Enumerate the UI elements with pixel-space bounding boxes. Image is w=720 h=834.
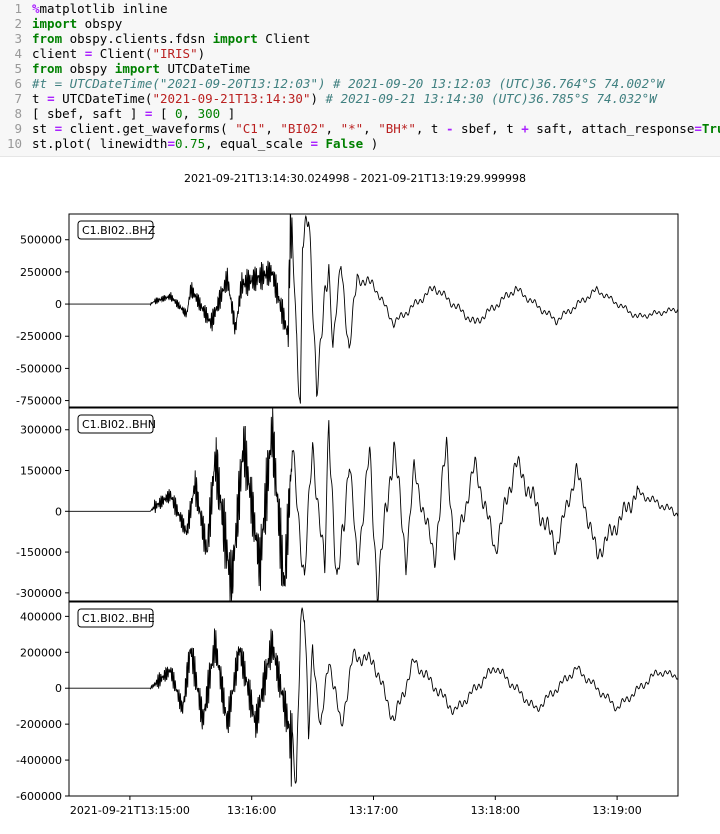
code-line-8: 8[ sbef, saft ] = [ 0, 300 ] <box>0 106 235 121</box>
panel-frame <box>68 213 679 408</box>
trace-label-box <box>77 220 154 240</box>
y-tick-label: 0 <box>55 298 62 311</box>
y-tick-label: -200000 <box>16 718 62 731</box>
plot-title: 2021-09-21T13:14:30.024998 - 2021-09-21T… <box>183 172 527 185</box>
line-number: 10 <box>6 136 22 151</box>
code-line-10: 10 st.plot( linewidth=0.75, equal_scale =… <box>0 136 378 151</box>
trace-label-box <box>77 608 154 628</box>
y-tick-label: 0 <box>55 682 62 695</box>
y-tick-label: 200000 <box>20 646 62 659</box>
line-number: 8 <box>14 106 22 121</box>
line-number: 3 <box>14 31 22 46</box>
y-tick-label: 150000 <box>20 465 62 478</box>
trace-label: C1.BI02..BHE <box>82 612 155 625</box>
x-tick-label: 13:18:00 <box>471 804 520 817</box>
trace-label-box <box>77 414 154 434</box>
code-line-4: 4 client = Client("IRIS") <box>0 46 205 61</box>
line-number: 5 <box>14 61 22 76</box>
line-number: 7 <box>14 91 22 106</box>
line-number: 6 <box>14 76 22 91</box>
y-tick-label: 400000 <box>20 610 62 623</box>
waveform-line <box>69 606 679 787</box>
code-line-2: 2 import obspy <box>0 16 122 31</box>
y-tick-label: -150000 <box>16 546 62 559</box>
x-tick-label: 13:17:00 <box>349 804 398 817</box>
code-line-1: 1 %matplotlib inline <box>0 1 167 16</box>
code-line-3: 3 from obspy.clients.fdsn import Client <box>0 31 310 46</box>
waveform-line <box>69 213 679 404</box>
line-number: 9 <box>14 121 22 136</box>
y-tick-label: -300000 <box>16 587 62 600</box>
panel-frame <box>68 601 679 797</box>
code-line-5: 5 from obspy import UTCDateTime <box>0 61 250 76</box>
y-tick-label: 250000 <box>20 266 62 279</box>
y-tick-label: -400000 <box>16 754 62 767</box>
y-tick-label: -600000 <box>16 790 62 803</box>
line-number: 2 <box>14 16 22 31</box>
trace-label: C1.BI02..BHZ <box>82 224 156 237</box>
y-tick-label: -500000 <box>16 362 62 375</box>
y-tick-label: 0 <box>55 505 62 518</box>
line-number: 4 <box>14 46 22 61</box>
y-tick-label: 500000 <box>20 234 62 247</box>
y-tick-label: -250000 <box>16 330 62 343</box>
x-tick-label: 13:19:00 <box>592 804 641 817</box>
x-tick-label: 13:16:00 <box>227 804 276 817</box>
code-line-6: 6 #t = UTCDateTime("2021-09-20T13:12:03")… <box>0 76 664 91</box>
waveform-line <box>69 408 679 602</box>
x-tick-label: 2021-09-21T13:15:00 <box>70 804 190 817</box>
line-number: 1 <box>14 1 22 16</box>
code-cell[interactable]: 1 %matplotlib inline 2 import obspy 3 from … <box>0 0 720 157</box>
panel-frame <box>68 407 679 602</box>
y-tick-label: -750000 <box>16 395 62 408</box>
y-tick-label: 300000 <box>20 424 62 437</box>
trace-label: C1.BI02..BHN <box>82 418 156 431</box>
